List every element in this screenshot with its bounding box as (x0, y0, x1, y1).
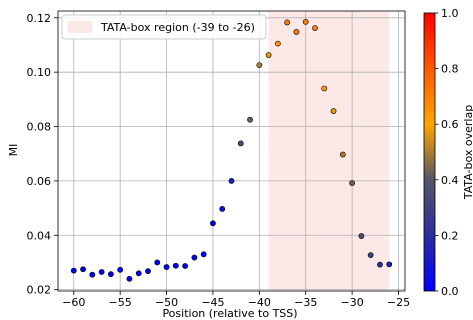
data-point (302, 18, 309, 25)
y-tick-label: 0.04 (27, 229, 52, 242)
data-point (312, 25, 318, 32)
data-point (358, 233, 365, 239)
data-point (321, 85, 328, 92)
data-point (182, 263, 189, 269)
data-point (135, 270, 142, 277)
data-point (265, 52, 272, 58)
colorbar-tick-label: 0.0 (441, 285, 459, 298)
colorbar-tick-label: 0.6 (441, 118, 459, 131)
legend-frame (61, 14, 267, 40)
data-point (154, 259, 161, 266)
data-point (274, 40, 281, 47)
x-tick-label: −40 (248, 296, 271, 309)
x-tick-label: −30 (341, 296, 364, 309)
data-point (126, 275, 133, 282)
tata-box-region-layer (268, 11, 390, 291)
data-point (70, 267, 77, 274)
x-tick-label: −25 (387, 296, 410, 309)
data-point (210, 220, 216, 227)
data-point (339, 151, 346, 158)
y-tick-label: 0.06 (27, 175, 52, 188)
data-point (117, 266, 124, 273)
data-point (367, 252, 374, 259)
x-tick-label: −55 (109, 296, 132, 309)
data-point (219, 206, 226, 212)
colorbar-gradient (423, 12, 436, 292)
legend: TATA-box region (-39 to -26) (61, 14, 267, 40)
x-tick-label: −45 (201, 296, 224, 309)
x-tick-label: −60 (62, 296, 85, 309)
data-points (70, 18, 393, 282)
colorbar: 0.0 0.2 0.4 0.6 0.8 1.0 TATA-box overlap (423, 7, 473, 298)
data-point (293, 29, 300, 35)
legend-swatch (68, 21, 92, 33)
data-point (80, 266, 86, 273)
data-point (330, 108, 337, 114)
colorbar-label: TATA-box overlap (462, 105, 473, 200)
data-point (377, 261, 383, 268)
data-point (237, 140, 244, 147)
data-point (247, 116, 253, 123)
y-tick-label: 0.08 (27, 121, 52, 134)
data-point (172, 262, 179, 269)
y-axis-label: MI (7, 144, 20, 157)
data-point (107, 271, 114, 278)
plot-frame (57, 10, 406, 292)
y-tick-label: 0.10 (27, 66, 52, 79)
data-point (89, 271, 96, 278)
data-point (191, 254, 198, 261)
data-point (228, 178, 235, 184)
legend-label: TATA-box region (-39 to -26) (100, 21, 255, 34)
data-point (349, 180, 356, 186)
y-axis-ticks: 0.02 0.04 0.06 0.08 0.10 0.12 (27, 12, 58, 297)
colorbar-tick-label: 0.8 (441, 63, 459, 76)
colorbar-ticks: 0.0 0.2 0.4 0.6 0.8 1.0 (435, 7, 459, 298)
data-point (386, 261, 393, 268)
x-axis-ticks: −60 −55 −50 −45 −40 −35 −30 −25 (62, 291, 410, 309)
tata-box-region (268, 11, 390, 291)
x-tick-label: −50 (155, 296, 178, 309)
x-tick-label: −35 (294, 296, 317, 309)
colorbar-tick-label: 1.0 (441, 7, 459, 20)
axes (57, 10, 406, 292)
data-point (98, 269, 105, 275)
data-point (145, 268, 151, 275)
x-axis-label: Position (relative to TSS) (162, 307, 297, 320)
colorbar-tick-label: 0.4 (441, 174, 459, 187)
y-tick-label: 0.12 (27, 12, 52, 25)
y-tick-label: 0.02 (27, 284, 52, 297)
data-point (284, 19, 291, 26)
data-point (163, 264, 170, 270)
data-point (200, 251, 207, 258)
data-point (256, 62, 263, 68)
colorbar-tick-label: 0.2 (441, 229, 459, 242)
